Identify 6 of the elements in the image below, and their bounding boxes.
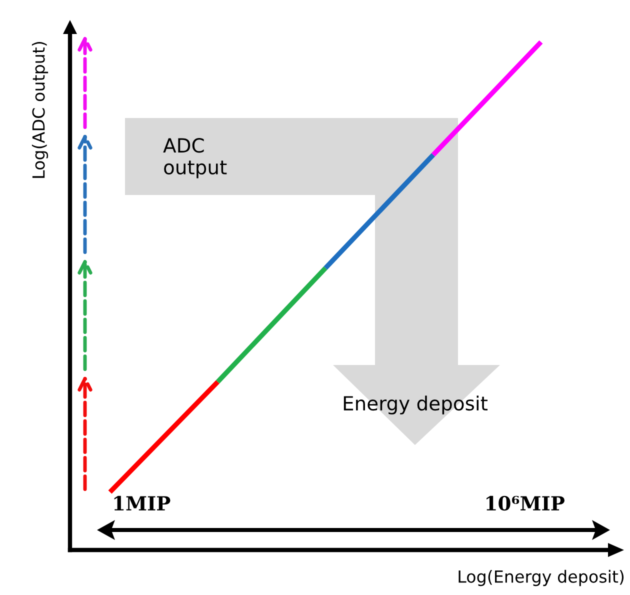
annotation: ADC output (163, 138, 227, 178)
annotation: Energy deposit (344, 396, 488, 414)
x-axis-title: Log(Energy deposit) (458, 570, 624, 586)
y-axis-title: Log(ADC output) (32, 42, 48, 178)
annotation: 10⁶MIP (486, 496, 565, 511)
annotation: 1MIP (114, 496, 170, 510)
